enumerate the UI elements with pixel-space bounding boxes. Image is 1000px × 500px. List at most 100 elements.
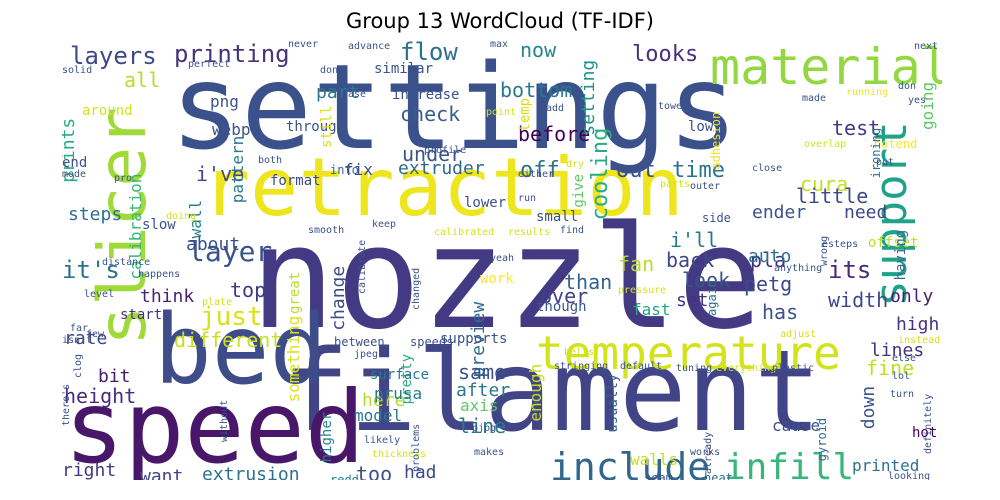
word-cause: cause	[772, 416, 821, 435]
word-never: never	[288, 40, 319, 50]
word-retraction: retraction	[202, 141, 684, 234]
word-height: height	[64, 384, 137, 408]
word-without: without	[219, 399, 230, 442]
word-pressure: pressure	[618, 285, 667, 296]
word-theres: there's	[62, 383, 72, 426]
word-format: format	[270, 173, 321, 189]
word-calibrate: calibrate	[357, 239, 368, 294]
word-low: low	[688, 119, 714, 135]
word-wrong: wrong	[819, 235, 830, 266]
word-enough: enough	[526, 363, 545, 422]
word-hotend: hotend	[874, 137, 918, 151]
word-overlap: overlap	[804, 139, 847, 150]
word-put: put	[876, 157, 895, 168]
word-level: level	[84, 289, 115, 300]
word-lines: lines	[870, 340, 925, 361]
word-pattern: pattern	[228, 135, 247, 204]
word-top: top	[230, 278, 267, 302]
word-advance: advance	[348, 41, 391, 52]
word-yeah: yeah	[490, 253, 515, 264]
word-walls: walls	[630, 450, 679, 469]
word-fast: fast	[632, 300, 671, 319]
word-speed: speed	[64, 369, 366, 480]
word-ironing: ironing	[869, 127, 883, 179]
word-filament: filament	[282, 327, 822, 457]
word-axis: axis	[460, 396, 499, 415]
word-need: need	[844, 202, 888, 223]
word-solid: solid	[62, 65, 93, 76]
word-all: all	[124, 68, 161, 92]
word-part: part	[316, 82, 360, 103]
word-already: already	[703, 431, 714, 474]
word-tool-smooth: smooth	[308, 225, 345, 236]
word-change: change	[328, 265, 349, 331]
word-fix: fix	[344, 160, 373, 179]
word-steps: steps	[68, 204, 123, 225]
word-into: into	[330, 163, 359, 177]
word-higher: higher	[319, 411, 335, 463]
word-ill: i'll	[670, 228, 719, 252]
word-test: test	[832, 116, 881, 140]
word-layer: layer	[188, 235, 273, 268]
word-clog: clog	[73, 353, 84, 378]
word-perfect: perfect	[188, 59, 231, 70]
word-max: max	[490, 40, 509, 50]
word-great: great	[287, 271, 303, 314]
word-check: check	[400, 102, 461, 126]
word-here: here	[362, 390, 406, 411]
word-ender: ender	[752, 202, 807, 223]
word-work: work	[480, 271, 514, 287]
word-lower: lower	[464, 195, 507, 211]
word-though: though	[536, 299, 587, 315]
word-side: side	[702, 211, 731, 225]
word-far: far	[70, 323, 89, 334]
word-after: after	[456, 380, 511, 401]
word-don: don	[898, 81, 917, 92]
word-ive: i've	[196, 162, 245, 186]
word-few: few	[86, 329, 105, 340]
word-width: width	[828, 288, 889, 312]
word-mode: mode	[62, 169, 87, 180]
word-belts: belts	[564, 347, 595, 358]
word-right: right	[62, 460, 117, 480]
word-running: running	[846, 87, 889, 98]
word-plastic: plastic	[772, 363, 815, 374]
word-next: next	[914, 41, 939, 52]
word-done: done	[320, 65, 345, 76]
word-offset: offset	[868, 235, 919, 251]
word-keep: keep	[372, 219, 397, 230]
word-cloud: settings nozzle filament speed retraction sli…	[62, 40, 942, 480]
word-still: still	[319, 105, 335, 148]
word-jpeg: jpeg	[354, 349, 379, 360]
word-off: off	[520, 158, 560, 183]
word-png: png	[210, 92, 239, 111]
word-usually: usually	[605, 373, 621, 433]
word-having: having	[893, 229, 909, 281]
word-run: run	[518, 193, 537, 204]
word-outer: outer	[690, 181, 721, 192]
word-speeds: speeds	[410, 335, 454, 349]
word-heat: heat	[704, 471, 733, 480]
word-works: works	[690, 447, 721, 458]
word-printed: printed	[852, 456, 920, 475]
word-plate: plate	[202, 297, 233, 308]
word-line: line	[458, 414, 507, 438]
word-too: too	[356, 462, 393, 480]
word-than: than	[564, 270, 613, 294]
word-think: think	[140, 286, 195, 307]
word-slow: slow	[142, 217, 176, 233]
word-surface: surface	[370, 367, 430, 383]
word-seam: seam	[644, 471, 673, 480]
word-want: want	[140, 466, 184, 481]
word-cooling: cooling	[588, 127, 613, 221]
word-webp: webp	[212, 120, 251, 139]
word-instead: instead	[898, 335, 941, 346]
word-thickness: thickness	[372, 449, 427, 460]
word-around: around	[82, 103, 133, 119]
word-both: both	[258, 155, 283, 166]
word-under: under	[402, 142, 463, 166]
word-close: close	[752, 163, 783, 174]
word-end: end	[62, 155, 88, 171]
word-pjpg: pjpg	[472, 423, 497, 434]
word-pla: pla	[750, 248, 787, 272]
